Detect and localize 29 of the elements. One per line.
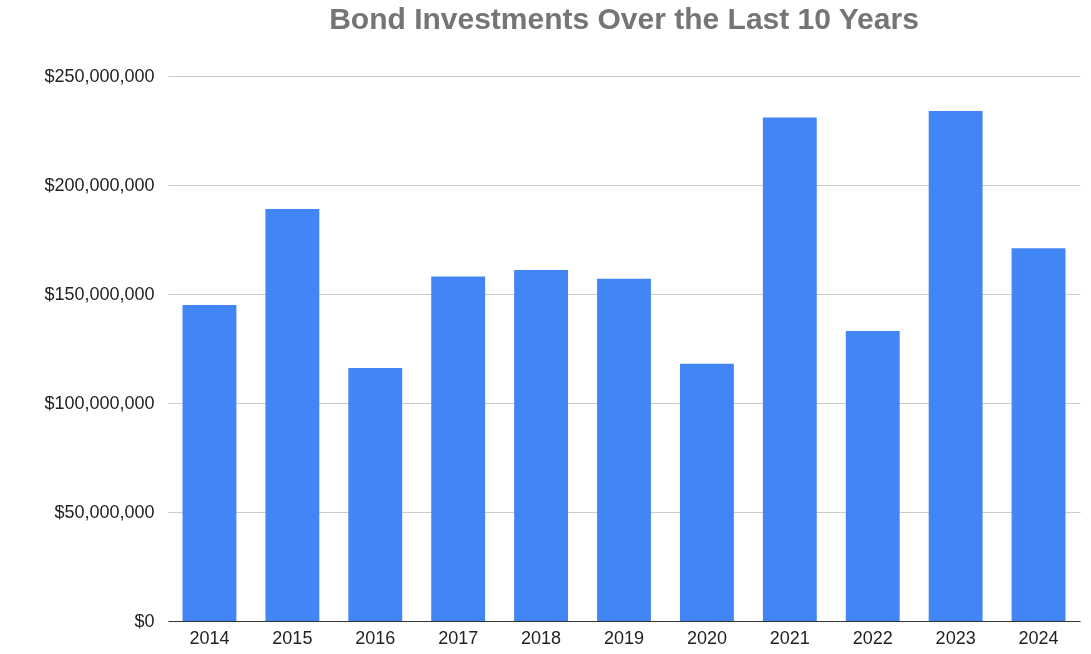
x-tick-label: 2022 [852,627,893,648]
bar [348,368,403,621]
x-tick-label: 2024 [1018,627,1059,648]
bar [182,304,237,621]
x-tick-label: 2021 [769,627,810,648]
y-tick-label: $150,000,000 [44,283,155,304]
y-tick-label: $50,000,000 [54,501,155,522]
x-tick-label: 2019 [603,627,645,648]
x-tick-label: 2016 [355,627,396,648]
x-tick-label: 2018 [521,627,562,648]
x-tick-label: 2015 [272,627,313,648]
bar [762,117,817,621]
y-tick-label: $200,000,000 [44,174,155,195]
bar [265,208,320,621]
y-tick-label: $250,000,000 [44,65,155,86]
bar [928,110,983,621]
y-tick-label: $100,000,000 [44,392,155,413]
bar [431,276,486,621]
bar [1011,248,1066,621]
bar [514,270,569,621]
bar [597,278,651,621]
x-tick-label: 2023 [935,627,976,648]
x-tick-label: 2020 [686,627,727,648]
bar [845,331,900,621]
bar [679,363,734,621]
chart-title: Bond Investments Over the Last 10 Years [329,2,919,35]
x-tick-label: 2017 [438,627,479,648]
y-tick-label: $0 [134,610,155,631]
x-tick-label: 2014 [189,627,230,648]
